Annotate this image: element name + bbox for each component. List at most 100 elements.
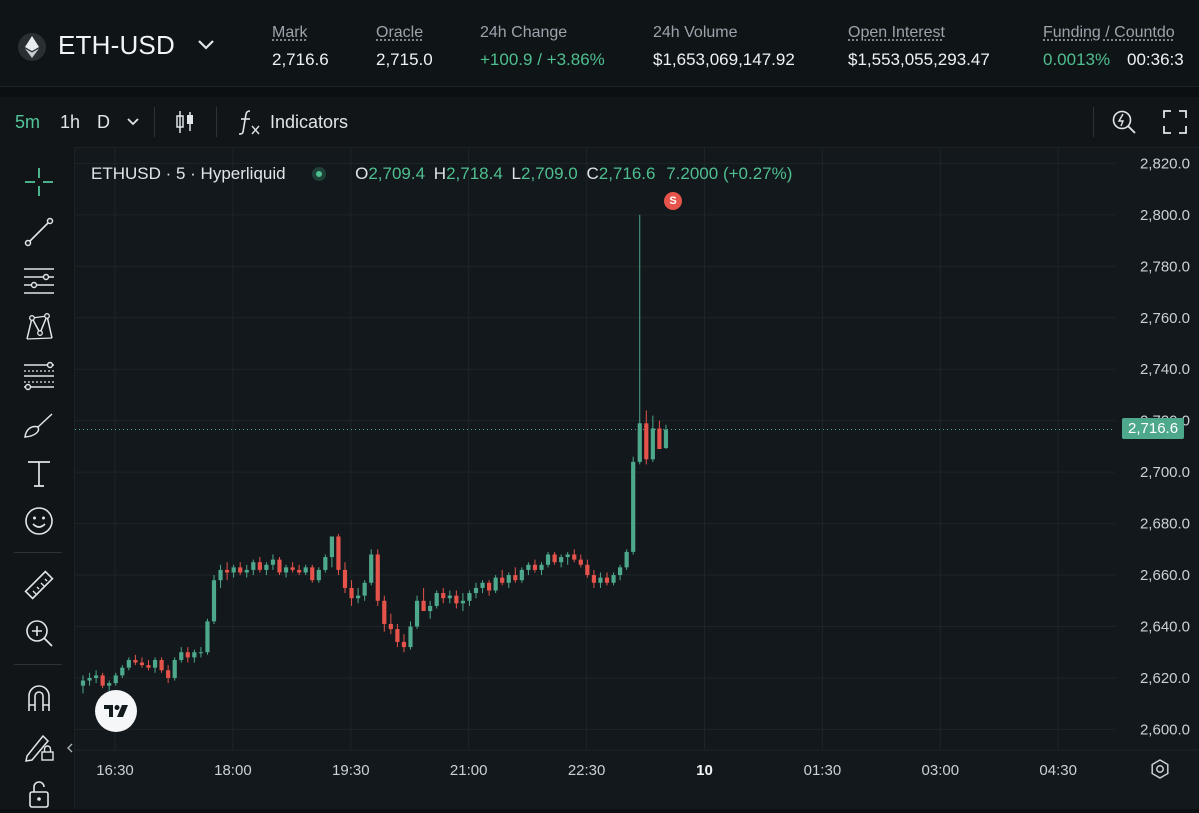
- candle-body: [323, 557, 328, 570]
- candle-body: [408, 626, 413, 648]
- change-label: 24h Change: [480, 24, 568, 41]
- candle-body: [349, 587, 354, 599]
- price-axis-label: 2,800.0: [1140, 207, 1190, 224]
- change-value: +100.9 / +3.86%: [480, 50, 605, 69]
- time-axis-label: 16:30: [96, 762, 134, 779]
- toolbar-divider: [154, 107, 155, 137]
- candle-body: [552, 554, 557, 563]
- candle-body: [637, 423, 642, 462]
- candles-icon[interactable]: [173, 109, 197, 140]
- pair-selector-label[interactable]: ETH-USD: [58, 30, 175, 60]
- candle-body: [107, 683, 112, 686]
- price-axis-label: 2,760.0: [1140, 310, 1190, 327]
- candle-body: [395, 629, 400, 642]
- interval-5m[interactable]: 5m: [15, 112, 41, 132]
- oracle-value: 2,715.0: [376, 50, 433, 69]
- hlines-icon[interactable]: [20, 261, 58, 299]
- candle-body: [434, 593, 439, 606]
- market-header: ETH-USD Mark 2,716.6 Oracle 2,715.0 24h …: [0, 0, 1199, 87]
- chart-legend: ETHUSD · 5 · Hyperliquid O2,709.4 H2,718…: [91, 164, 792, 184]
- legend-close-label: C: [586, 164, 599, 183]
- chevron-down-icon[interactable]: [124, 112, 142, 135]
- price-axis-label: 2,780.0: [1140, 258, 1190, 275]
- candle-body: [539, 564, 544, 570]
- time-axis-label: 18:00: [214, 762, 252, 779]
- drawing-toolbar: [0, 147, 75, 809]
- candle-body: [493, 577, 498, 591]
- emoji-icon[interactable]: [20, 502, 58, 540]
- candle-body: [591, 575, 596, 583]
- candle-body: [545, 554, 551, 565]
- candle-body: [650, 428, 655, 460]
- candle-body: [644, 423, 649, 460]
- chart-toolbar: 5m 1h D Indicators: [0, 97, 1199, 148]
- price-axis-label: 2,700.0: [1140, 464, 1190, 481]
- candle-body: [87, 677, 92, 681]
- fx-icon[interactable]: [236, 108, 262, 141]
- candle-body: [192, 652, 197, 658]
- interval-d[interactable]: D: [97, 112, 110, 132]
- pattern-icon[interactable]: [20, 309, 58, 347]
- candle-body: [297, 569, 302, 573]
- countdown-value: 00:36:3: [1127, 50, 1184, 69]
- candle-body: [663, 429, 669, 448]
- chevron-down-icon[interactable]: [194, 32, 218, 56]
- candle-body: [100, 675, 105, 686]
- time-axis-label: 03:00: [922, 762, 960, 779]
- price-axis-label: 2,680.0: [1140, 516, 1190, 533]
- trendline-icon[interactable]: [20, 213, 58, 251]
- time-axis-label: 19:30: [332, 762, 370, 779]
- magnet-icon[interactable]: [20, 679, 58, 717]
- legend-close: 2,716.6: [598, 164, 656, 183]
- interval-1h[interactable]: 1h: [60, 112, 81, 132]
- volume-value: $1,653,069,147.92: [653, 50, 795, 69]
- zoom-in-icon[interactable]: [20, 614, 58, 652]
- candle-body: [257, 562, 262, 570]
- candle-body: [401, 641, 407, 648]
- fib-icon[interactable]: [20, 357, 58, 395]
- candle-body: [611, 575, 616, 583]
- lock-icon[interactable]: [20, 775, 58, 813]
- time-axis-label: 01:30: [804, 762, 842, 779]
- candle-body: [185, 652, 190, 658]
- candle-body: [270, 559, 276, 565]
- candle-body: [578, 559, 583, 565]
- candle-body: [152, 659, 158, 668]
- ruler-icon[interactable]: [20, 566, 58, 604]
- candle-body: [205, 621, 210, 653]
- candle-body: [113, 675, 118, 684]
- candle-body: [585, 564, 590, 576]
- eth-icon: [18, 33, 46, 61]
- candle-body: [500, 577, 505, 583]
- candle-body: [454, 595, 459, 604]
- crosshair-icon[interactable]: [20, 163, 58, 201]
- candle-body: [356, 595, 361, 599]
- time-axis-label: 21:00: [450, 762, 488, 779]
- price-axis-label: 2,820.0: [1140, 155, 1190, 172]
- candle-body: [519, 569, 524, 581]
- candle-body: [624, 551, 629, 568]
- candle-body: [310, 567, 315, 581]
- collapse-icon[interactable]: [66, 741, 74, 759]
- candle-body: [238, 567, 243, 573]
- tools-divider: [14, 552, 62, 553]
- candlestick-chart-svg[interactable]: 2,820.02,800.02,780.02,760.02,740.02,720…: [75, 148, 1199, 809]
- candle-body: [428, 605, 433, 612]
- price-chart[interactable]: 2,820.02,800.02,780.02,760.02,740.02,720…: [75, 148, 1199, 809]
- funding-label: Funding / Countdo: [1043, 24, 1175, 41]
- mark-label: Mark: [272, 24, 308, 41]
- tools-divider: [14, 664, 62, 665]
- indicators-button[interactable]: Indicators: [270, 112, 349, 132]
- brush-icon[interactable]: [20, 407, 58, 445]
- candle-body: [618, 567, 623, 576]
- tradingview-logo[interactable]: [95, 690, 137, 732]
- fullscreen-icon[interactable]: [1162, 109, 1188, 140]
- alert-zoom-icon[interactable]: [1110, 108, 1138, 141]
- signal-marker[interactable]: S: [664, 192, 682, 210]
- legend-low: 2,709.0: [521, 164, 578, 183]
- candle-body: [329, 536, 334, 558]
- settings-icon[interactable]: [1149, 758, 1171, 785]
- lock-draw-icon[interactable]: [20, 727, 58, 765]
- candle-body: [283, 567, 289, 573]
- text-icon[interactable]: [20, 454, 58, 492]
